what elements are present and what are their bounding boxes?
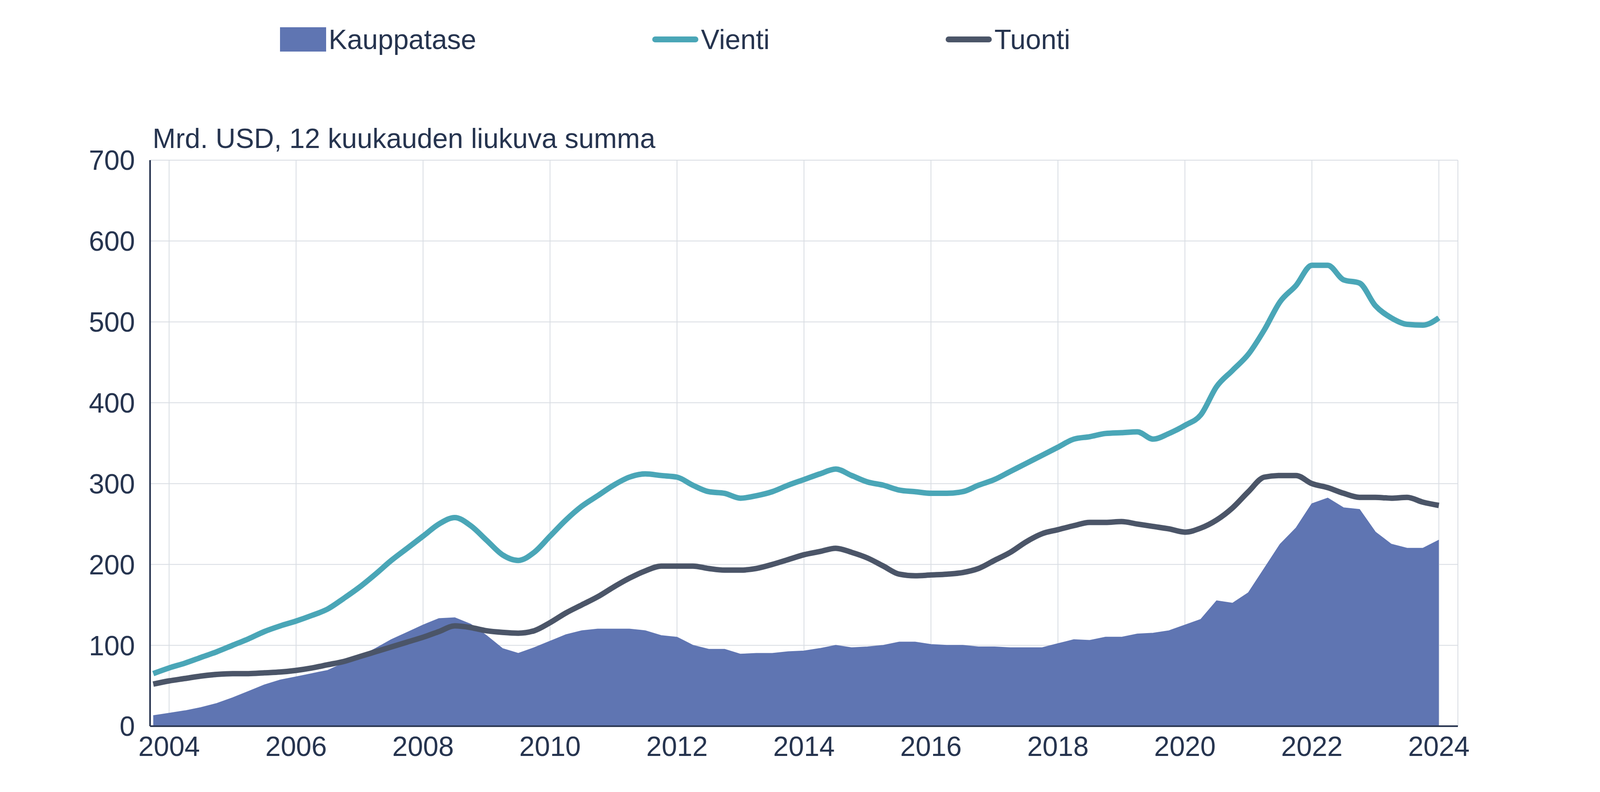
- html-text:Kauppatase: Kauppatase: [328, 23, 477, 55]
- svg-text:600: 600: [88, 225, 135, 257]
- svg-text:2010: 2010: [519, 730, 581, 762]
- svg-text:0: 0: [119, 710, 135, 742]
- svg-text:2018: 2018: [1026, 730, 1089, 762]
- svg-text:2022: 2022: [1281, 730, 1343, 762]
- svg-text:2024: 2024: [1408, 730, 1470, 762]
- svg-text:2004: 2004: [138, 730, 200, 762]
- svg-text:700: 700: [88, 144, 135, 176]
- svg-text:200: 200: [88, 549, 135, 581]
- svg-text:300: 300: [88, 468, 135, 500]
- html-text:Tuonti: Tuonti: [994, 23, 1071, 55]
- svg-text:500: 500: [88, 306, 135, 338]
- html-text:Vienti: Vienti: [700, 23, 770, 55]
- svg-text:100: 100: [88, 630, 135, 662]
- svg-text:2020: 2020: [1153, 730, 1216, 762]
- svg-text:400: 400: [88, 387, 135, 419]
- html-text:Mrd. USD, 12 kuukauden liukuva: Mrd. USD, 12 kuukauden liukuva summa: [152, 122, 656, 154]
- svg-text:2012: 2012: [646, 730, 708, 762]
- svg-text:2008: 2008: [392, 730, 454, 762]
- svg-text:2006: 2006: [265, 730, 327, 762]
- svg-text:2014: 2014: [773, 730, 836, 762]
- svg-text:2016: 2016: [899, 730, 962, 762]
